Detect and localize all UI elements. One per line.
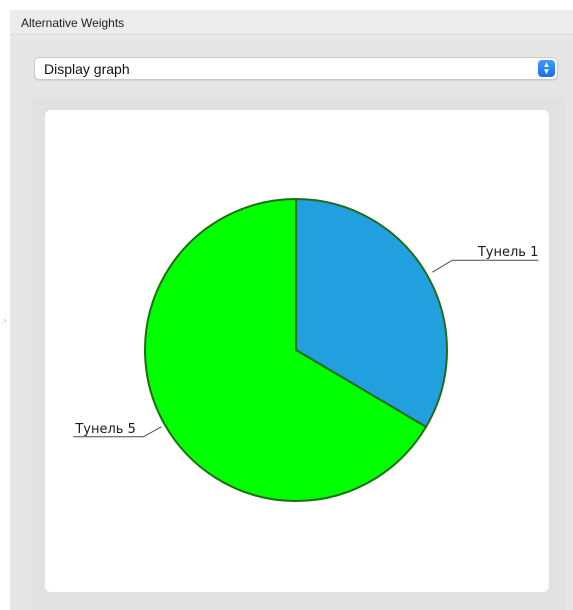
panel-header: Alternative Weights [10,10,573,35]
collapse-handle-icon[interactable]: › [3,315,7,325]
pie-leader-line-1 [432,259,539,273]
pie-label-2: Тунель 5 [74,422,136,437]
alternative-weights-panel: Alternative Weights Display graph ▲ ▼ Тун… [10,10,573,610]
panel-title: Alternative Weights [21,16,125,30]
select-chevron-icon[interactable]: ▲ ▼ [538,60,555,77]
pie-slice-2 [144,197,428,502]
pie-slice-1 [295,197,448,429]
left-gutter: › [0,0,10,610]
graph-area: Тунель 1 Тунель 5 [32,97,565,610]
pie-leader-line-2 [73,426,162,438]
display-mode-value: Display graph [44,61,130,77]
display-mode-select[interactable]: Display graph ▲ ▼ [34,57,558,80]
pie-label-1: Тунель 1 [477,245,539,260]
chart-card: Тунель 1 Тунель 5 [45,110,549,592]
pie-chart: Тунель 1 Тунель 5 [73,197,539,502]
